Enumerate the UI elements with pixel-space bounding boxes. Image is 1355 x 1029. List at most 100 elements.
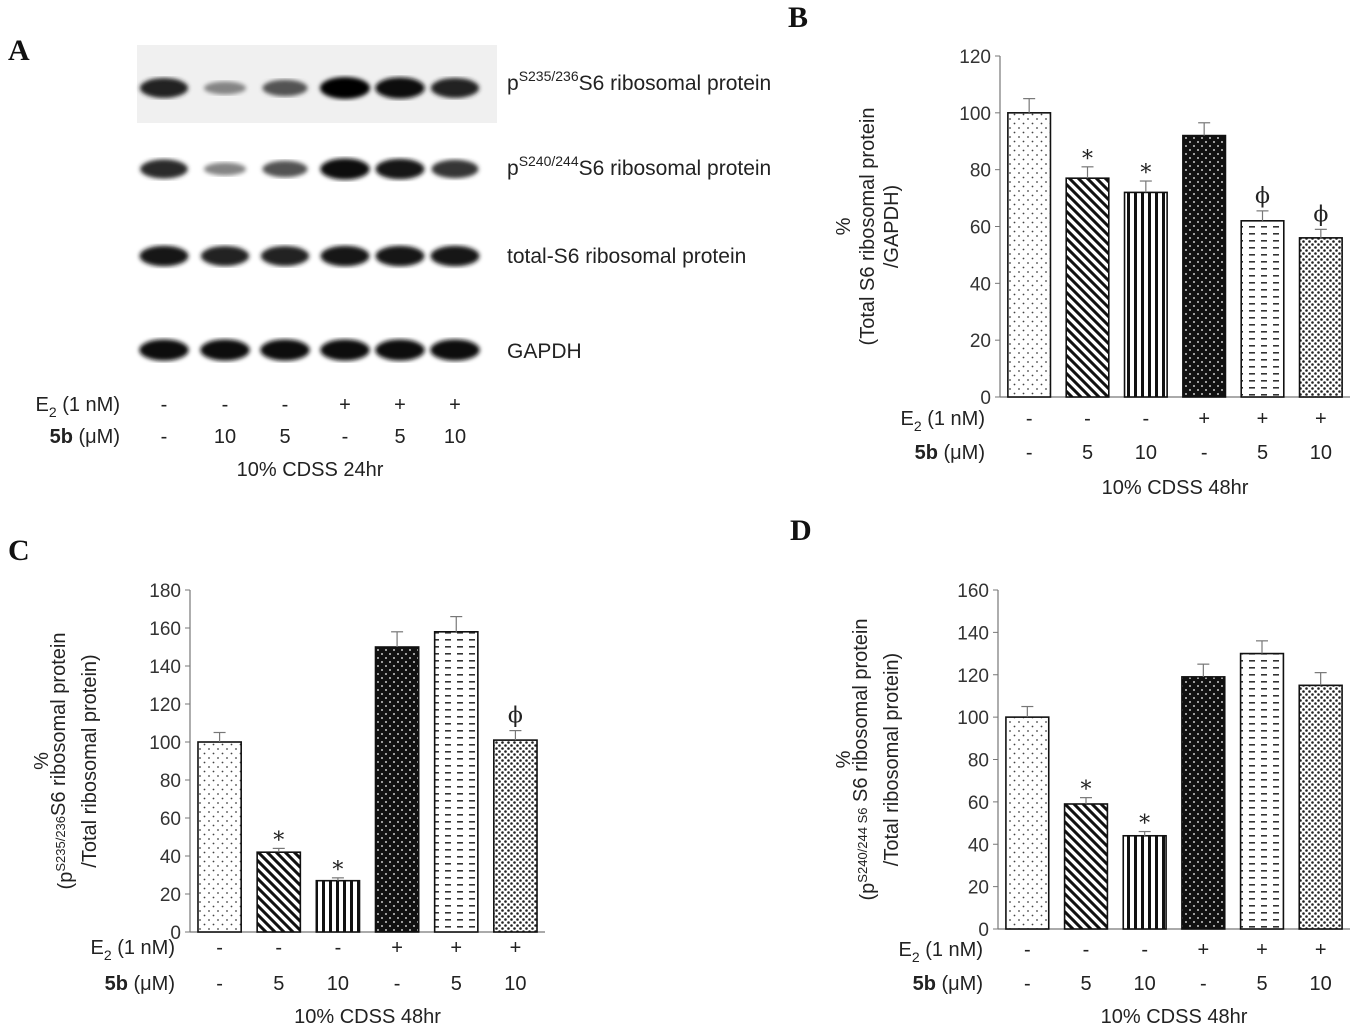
blot-band — [320, 158, 370, 180]
treatment-value: 5 — [1082, 442, 1093, 464]
blot-label-ps235: pS235/236S6 ribosomal protein — [507, 68, 771, 95]
treatment-value: 10 — [504, 973, 526, 995]
significance-marker: * — [332, 858, 343, 883]
treatment-value: - — [394, 973, 401, 995]
bar — [433, 630, 479, 933]
y-tick-label: 100 — [959, 104, 991, 125]
significance-marker: ϕ — [508, 704, 523, 729]
western-blot — [137, 45, 497, 361]
treatment-value: 5 — [1257, 442, 1268, 464]
panel-letter-b: B — [788, 1, 808, 34]
blot-band — [430, 245, 480, 267]
blot-label-gapdh: GAPDH — [507, 340, 582, 363]
bar — [197, 741, 242, 933]
y-tick-label: 60 — [970, 218, 991, 239]
y-tick-label: 100 — [957, 708, 989, 729]
treatment-value: - — [1084, 408, 1091, 430]
bar — [374, 646, 420, 933]
treatment-value: - — [1201, 442, 1208, 464]
blot-treatment-value: 10 — [214, 426, 236, 448]
treatment-value: - — [335, 937, 342, 959]
significance-marker: * — [1140, 161, 1151, 186]
bar — [315, 879, 361, 933]
blot-band — [431, 159, 479, 179]
treatment-value: + — [450, 937, 462, 959]
chart-c: 0 20 40 60 80 100 120 140 160 180 - - * - 5 * - 10 + - +5 ϕ +1… — [31, 581, 545, 1028]
y-axis-label-line: % — [833, 750, 855, 768]
y-tick-label: 20 — [970, 331, 991, 352]
y-tick-label: 0 — [170, 923, 181, 944]
y-tick-label: 40 — [968, 835, 989, 856]
blot-band — [375, 77, 425, 99]
bar — [1007, 112, 1052, 398]
bar — [1298, 237, 1343, 398]
bar — [1065, 177, 1110, 398]
blot-band — [320, 339, 370, 361]
y-tick-label: 0 — [980, 388, 991, 409]
y-tick-label: 120 — [959, 47, 991, 68]
treatment-value: 5 — [1080, 973, 1091, 995]
e2-row-label: E2 (1 nM) — [901, 408, 985, 434]
y-tick-label: 160 — [149, 619, 181, 640]
treatment-value: + — [1197, 939, 1209, 961]
bar — [1239, 652, 1285, 930]
bar — [1181, 676, 1226, 930]
chart-b: 0 20 40 60 80 100 120 - - * - 5 * - 10 + - ϕ +5 ϕ +10 E2 (1 n… — [833, 47, 1350, 499]
bar — [1182, 134, 1227, 398]
y-tick-label: 60 — [968, 793, 989, 814]
y-tick-label: 120 — [957, 666, 989, 687]
treatment-value: + — [1257, 408, 1269, 430]
blot-treatment-value: + — [394, 394, 406, 416]
blot-band — [262, 160, 308, 178]
blot-e2-label: E2 (1 nM) — [36, 394, 120, 420]
treatment-value: - — [1200, 973, 1207, 995]
blot-condition: 10% CDSS 24hr — [237, 459, 384, 481]
blot-band — [375, 339, 425, 361]
treatment-value: + — [1256, 939, 1268, 961]
bar — [1123, 191, 1168, 398]
bar — [1298, 684, 1343, 930]
blot-band — [260, 339, 310, 361]
y-axis-label-line: /Total ribosomal protein) — [881, 653, 903, 866]
panel-letter-c: C — [8, 534, 30, 567]
significance-marker: * — [1081, 778, 1092, 803]
treatment-value: - — [275, 937, 282, 959]
blot-treatment-value: 5 — [279, 426, 290, 448]
treatment-value: - — [1083, 939, 1090, 961]
treatment-value: 5 — [273, 973, 284, 995]
blot-band — [375, 158, 425, 180]
treatment-value: 10 — [1134, 973, 1156, 995]
bar — [1122, 834, 1167, 930]
y-axis-label-line: (pS240/244 S6 S6 ribosomal protein — [850, 619, 879, 901]
y-axis-label-line: (Total S6 ribosomal protein — [857, 108, 879, 346]
blot-5b-label: 5b (μM) — [50, 426, 120, 448]
treatment-value: + — [1315, 408, 1327, 430]
significance-marker: * — [1139, 812, 1150, 837]
significance-marker: * — [1082, 147, 1093, 172]
panel-letter-d: D — [790, 514, 812, 547]
blot-band — [375, 245, 425, 267]
blot-band — [203, 162, 247, 176]
y-tick-label: 80 — [968, 751, 989, 772]
blot-band — [200, 246, 250, 266]
treatment-value: - — [1026, 442, 1033, 464]
treatment-value: 10 — [1135, 442, 1157, 464]
condition-label: 10% CDSS 48hr — [1101, 1006, 1248, 1028]
treatment-value: + — [1198, 408, 1210, 430]
bar — [256, 851, 302, 933]
bar — [1240, 220, 1285, 398]
significance-marker: ϕ — [1255, 184, 1270, 209]
treatment-value: 5 — [451, 973, 462, 995]
treatment-value: + — [391, 937, 403, 959]
treatment-value: + — [1315, 939, 1327, 961]
blot-treatment-value: - — [282, 394, 289, 416]
treatment-value: 10 — [1310, 442, 1332, 464]
y-tick-label: 20 — [968, 878, 989, 899]
e2-row-label: E2 (1 nM) — [899, 939, 983, 965]
treatment-value: - — [216, 937, 223, 959]
significance-marker: ϕ — [1313, 202, 1328, 227]
blot-treatments: - - - + + + - 10 5 - 5 10 — [161, 394, 466, 448]
blot-treatment-value: - — [161, 394, 168, 416]
y-tick-label: 40 — [970, 274, 991, 295]
